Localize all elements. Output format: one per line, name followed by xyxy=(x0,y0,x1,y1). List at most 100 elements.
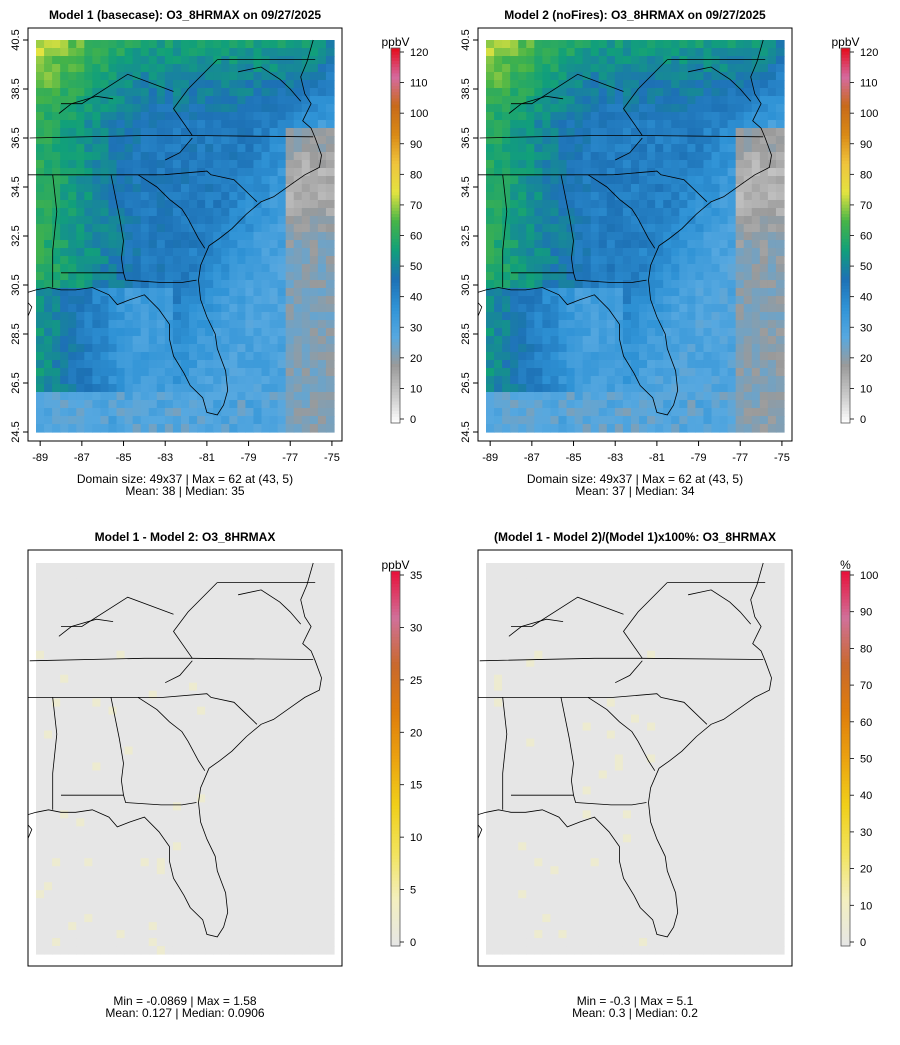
heatmap-cell xyxy=(213,360,222,369)
heatmap-cell xyxy=(44,40,53,49)
heatmap-cell xyxy=(148,578,158,588)
heatmap-cell xyxy=(767,80,777,89)
heatmap-cell xyxy=(237,706,246,716)
state-boundary xyxy=(587,174,656,249)
heatmap-cell xyxy=(510,72,519,81)
heatmap-cell xyxy=(108,224,118,233)
heatmap-cell xyxy=(148,320,158,329)
heatmap-cell xyxy=(148,56,158,65)
heatmap-cell xyxy=(172,674,182,684)
heatmap-cell xyxy=(687,344,696,353)
heatmap-cell xyxy=(237,826,246,835)
heatmap-cell xyxy=(606,120,616,129)
heatmap-cell xyxy=(566,376,576,385)
heatmap-cell xyxy=(124,312,134,321)
heatmap-cell xyxy=(229,762,238,772)
heatmap-cell xyxy=(68,818,77,827)
heatmap-cell xyxy=(100,368,110,377)
heatmap-cell xyxy=(189,722,198,732)
heatmap-cell xyxy=(100,906,110,915)
heatmap-cell xyxy=(510,288,519,297)
heatmap-cell xyxy=(172,88,182,97)
heatmap-cell xyxy=(76,416,85,425)
heatmap-cell xyxy=(606,224,616,233)
heatmap-cell xyxy=(759,208,769,217)
heatmap-cell xyxy=(92,192,102,201)
heatmap-cell xyxy=(172,136,182,145)
heatmap-cell xyxy=(172,72,182,81)
heatmap-cell xyxy=(92,778,102,788)
heatmap-cell xyxy=(180,96,190,105)
heatmap-cell xyxy=(639,312,648,321)
heatmap-cell xyxy=(132,914,142,923)
heatmap-cell xyxy=(269,360,279,369)
panel-2: -89 -87 -85 -83 -81 -79 -77 -7524.526.528.530.5… xyxy=(460,27,878,464)
heatmap-cell xyxy=(36,738,45,748)
heatmap-cell xyxy=(156,586,166,596)
heatmap-cell xyxy=(293,96,303,105)
heatmap-cell xyxy=(180,602,190,612)
heatmap-cell xyxy=(293,48,303,57)
heatmap-cell xyxy=(221,618,230,628)
heatmap-cell xyxy=(237,200,246,209)
heatmap-cell xyxy=(44,762,53,772)
heatmap-cell xyxy=(164,344,174,353)
heatmap-cell xyxy=(614,280,624,289)
heatmap-cell xyxy=(140,160,150,169)
heatmap-cell xyxy=(534,184,543,193)
heatmap-cell xyxy=(156,906,166,915)
heatmap-cell xyxy=(309,272,319,281)
heatmap-cell xyxy=(124,416,134,425)
heatmap-cell xyxy=(285,184,295,193)
heatmap-cell xyxy=(229,72,238,81)
heatmap-cell xyxy=(309,424,319,433)
heatmap-cell xyxy=(325,72,335,81)
state-boundary xyxy=(238,66,302,102)
heatmap-cell xyxy=(44,610,53,620)
heatmap-cell xyxy=(590,176,600,185)
heatmap-cell xyxy=(325,248,335,257)
heatmap-cell xyxy=(221,938,230,947)
heatmap-cell xyxy=(574,288,584,297)
heatmap-cell xyxy=(687,368,696,377)
heatmap-cell xyxy=(156,914,166,923)
heatmap-cell xyxy=(36,906,45,915)
heatmap-cell xyxy=(116,280,126,289)
heatmap-cell xyxy=(237,64,246,73)
heatmap-cell xyxy=(703,296,713,305)
heatmap-cell xyxy=(317,208,327,217)
heatmap-cell xyxy=(68,746,77,756)
heatmap-cell xyxy=(719,312,729,321)
heatmap-cell xyxy=(301,152,311,161)
heatmap-cell xyxy=(237,208,246,217)
heatmap-cell xyxy=(164,754,174,764)
heatmap-cell xyxy=(711,48,721,57)
heatmap-cell xyxy=(743,304,753,313)
heatmap-cell xyxy=(550,392,560,401)
heatmap-cell xyxy=(92,770,102,780)
heatmap-cell xyxy=(590,48,600,57)
heatmap-cell xyxy=(494,40,503,49)
heatmap-cell xyxy=(92,152,102,161)
heatmap-cell xyxy=(140,72,150,81)
heatmap-cell xyxy=(719,144,729,153)
heatmap-cell xyxy=(197,658,206,668)
heatmap-cell xyxy=(775,344,785,353)
heatmap-cell xyxy=(486,104,495,113)
heatmap-cell xyxy=(614,200,624,209)
heatmap-cell xyxy=(639,112,648,121)
heatmap-cell xyxy=(84,64,93,73)
heatmap-cell xyxy=(590,264,600,273)
heatmap-cell xyxy=(253,280,263,289)
heatmap-cell xyxy=(574,144,584,153)
heatmap-cell xyxy=(156,384,166,393)
heatmap-cell xyxy=(164,416,174,425)
heatmap-cell xyxy=(574,368,584,377)
heatmap-cell xyxy=(132,400,142,409)
heatmap-cell xyxy=(639,328,648,337)
heatmap-cell xyxy=(325,200,335,209)
heatmap-cell xyxy=(52,866,61,875)
heatmap-cell xyxy=(221,882,230,891)
heatmap-cell xyxy=(558,416,568,425)
heatmap-cell xyxy=(189,376,198,385)
